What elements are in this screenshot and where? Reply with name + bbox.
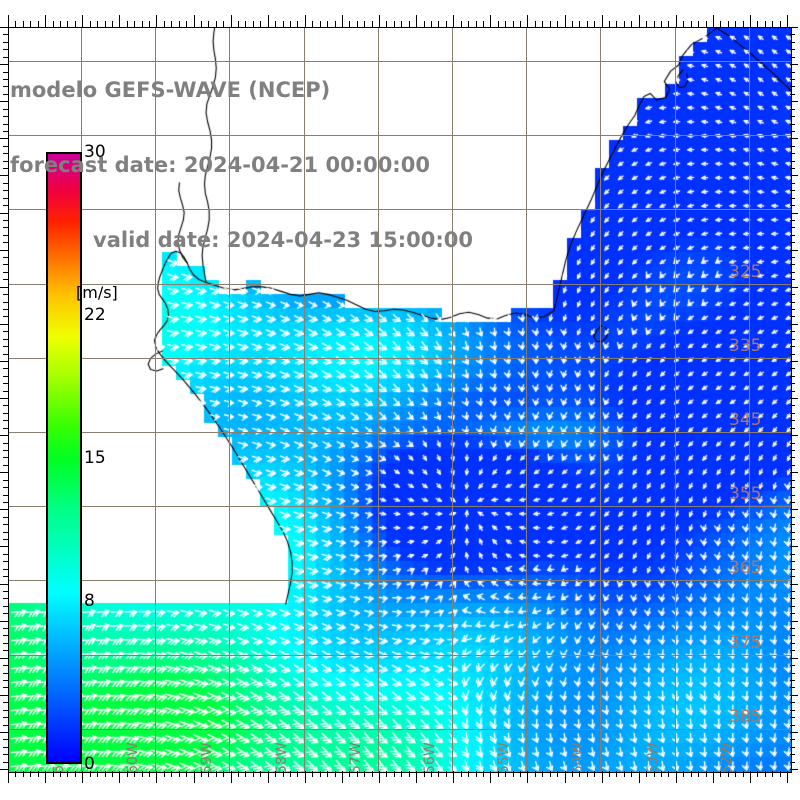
- axis-tick: [45, 15, 47, 27]
- axis-tick: [267, 15, 269, 27]
- axis-tick: [0, 138, 8, 140]
- map-plot-area[interactable]: 62W60W59W58W57W56W55W54W53W52W3253353453…: [8, 27, 792, 773]
- axis-tick: [156, 15, 158, 27]
- axis-tick: [0, 101, 8, 103]
- colorbar: [m/s] 30 22 15 8 0: [46, 142, 118, 774]
- axis-tick: [0, 509, 8, 511]
- colorbar-tick-15: 15: [84, 448, 106, 468]
- axis-tick: [416, 15, 418, 27]
- axis-tick: [0, 64, 8, 66]
- axis-tick: [750, 15, 751, 27]
- axis-tick: [304, 15, 306, 27]
- axis-tick: [601, 15, 603, 27]
- axis-tick: [490, 15, 492, 27]
- wind-vector-layer: [9, 28, 791, 772]
- axis-tick: [230, 15, 232, 27]
- axis-tick: [0, 249, 8, 251]
- top-tick-ruler: [8, 13, 790, 27]
- axis-tick: [341, 15, 343, 27]
- axis-tick: [787, 15, 789, 27]
- axis-tick: [0, 731, 8, 733]
- colorbar-tick-0: 0: [84, 754, 95, 774]
- axis-tick: [0, 398, 8, 399]
- colorbar-tick-30: 30: [84, 142, 106, 162]
- axis-tick: [379, 15, 380, 27]
- axis-tick: [0, 435, 8, 437]
- axis-tick: [0, 212, 8, 214]
- axis-tick: [675, 15, 677, 27]
- axis-tick: [527, 15, 529, 27]
- axis-tick: [564, 15, 566, 27]
- axis-tick: [193, 15, 195, 27]
- axis-tick: [0, 286, 8, 288]
- axis-tick: [0, 323, 8, 325]
- left-tick-ruler: [0, 27, 8, 771]
- axis-tick: [8, 15, 9, 27]
- axis-tick: [0, 360, 8, 362]
- axis-tick: [0, 583, 8, 585]
- axis-tick: [0, 27, 8, 28]
- axis-tick: [0, 546, 8, 548]
- axis-tick: [0, 472, 8, 474]
- axis-tick: [0, 694, 8, 696]
- axis-tick: [82, 15, 84, 27]
- colorbar-tick-8: 8: [84, 590, 95, 611]
- bottom-tick-ruler: [8, 771, 790, 785]
- colorbar-unit-label: [m/s]: [76, 283, 118, 302]
- axis-tick: [0, 657, 8, 659]
- axis-tick: [638, 15, 640, 27]
- axis-tick: [453, 15, 455, 27]
- axis-tick: [119, 15, 121, 27]
- axis-tick: [0, 175, 8, 177]
- colorbar-gradient: [46, 152, 82, 764]
- axis-tick: [0, 620, 8, 622]
- colorbar-tick-22: 22: [84, 305, 106, 326]
- axis-tick: [712, 15, 714, 27]
- axis-tick: [0, 769, 8, 770]
